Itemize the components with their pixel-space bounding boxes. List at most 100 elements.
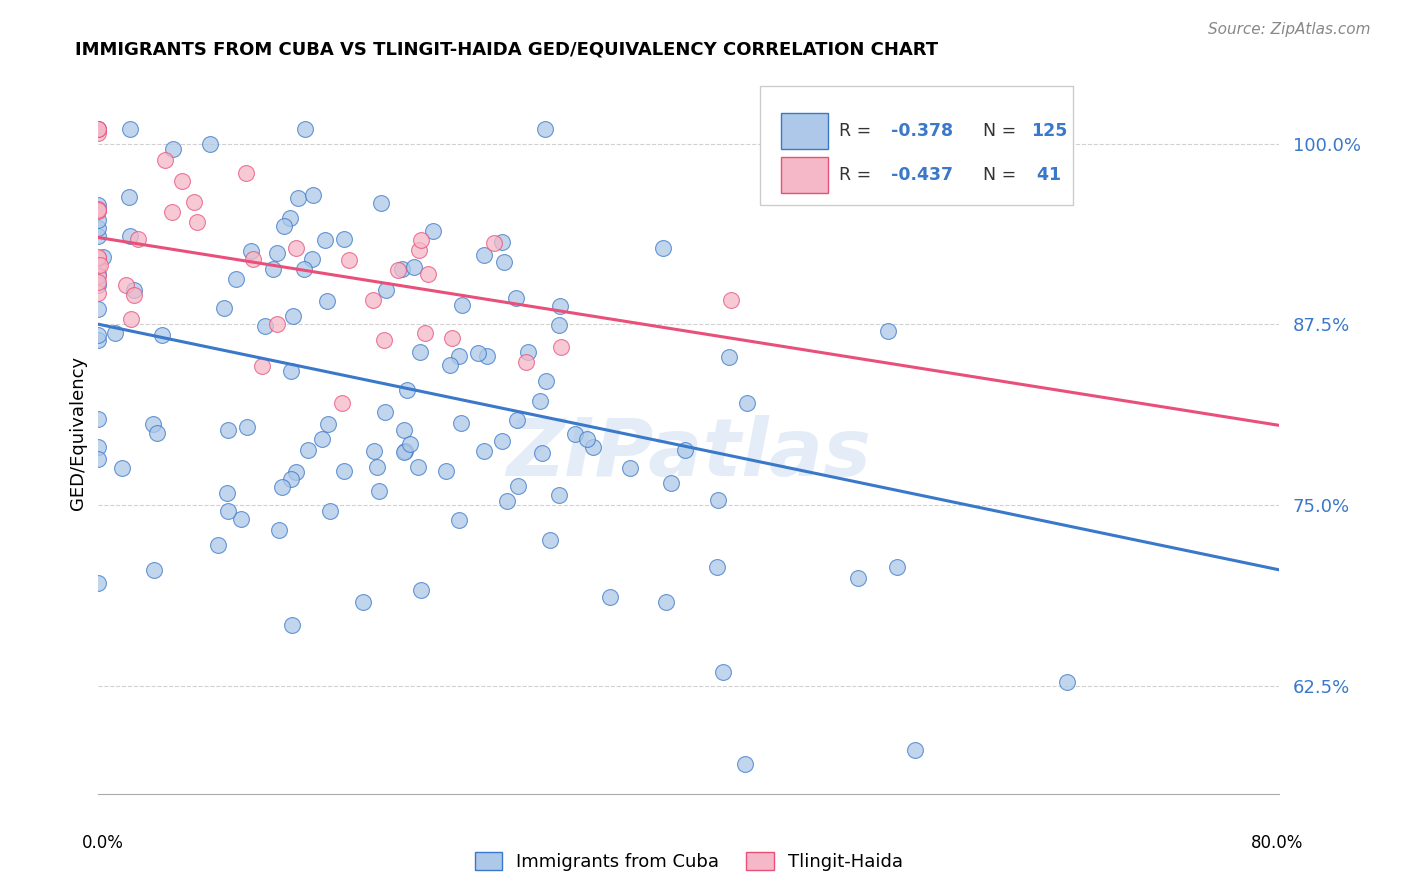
Point <box>538 533 561 547</box>
Point <box>186 215 208 229</box>
Point <box>87 258 110 272</box>
Point <box>491 434 513 448</box>
Point <box>441 331 464 345</box>
Point <box>127 232 149 246</box>
Point <box>717 350 740 364</box>
Point <box>531 445 554 459</box>
Point <box>402 260 425 274</box>
Point <box>198 136 221 151</box>
Point <box>439 359 461 373</box>
Point <box>373 333 395 347</box>
Point <box>467 346 489 360</box>
Point <box>212 301 235 315</box>
Point <box>720 293 742 307</box>
Text: Source: ZipAtlas.com: Source: ZipAtlas.com <box>1208 22 1371 37</box>
Point <box>408 244 430 258</box>
Point <box>550 299 572 313</box>
Point <box>240 244 263 258</box>
Point <box>416 267 439 281</box>
Point <box>494 255 516 269</box>
Point <box>280 472 302 486</box>
Point <box>529 394 551 409</box>
Point <box>366 460 388 475</box>
Point <box>252 359 274 373</box>
FancyBboxPatch shape <box>782 157 828 193</box>
Point <box>280 364 302 378</box>
Point <box>547 318 569 332</box>
Point <box>375 283 398 297</box>
Point <box>87 327 110 342</box>
Point <box>217 423 239 437</box>
Point <box>301 252 323 266</box>
Point <box>550 340 572 354</box>
Point <box>472 443 495 458</box>
Point <box>87 126 110 140</box>
Text: N =: N = <box>983 122 1022 140</box>
Point <box>87 250 110 264</box>
Point <box>87 122 110 136</box>
Point <box>392 445 415 459</box>
Point <box>450 416 472 430</box>
Point <box>496 494 519 508</box>
Point <box>582 441 605 455</box>
Text: 41: 41 <box>1032 166 1062 184</box>
Point <box>655 595 678 609</box>
Point <box>846 571 869 585</box>
Point <box>367 483 389 498</box>
Point <box>280 211 302 226</box>
Point <box>87 198 110 212</box>
Point <box>422 224 444 238</box>
Point <box>150 328 173 343</box>
Point <box>392 424 415 438</box>
Point <box>87 451 110 466</box>
Point <box>413 326 436 340</box>
Point <box>659 475 682 490</box>
Point <box>547 488 569 502</box>
Point <box>217 504 239 518</box>
Point <box>707 493 730 508</box>
Point <box>87 285 110 300</box>
Point <box>409 583 432 598</box>
Point <box>235 420 257 434</box>
Point <box>484 235 506 250</box>
FancyBboxPatch shape <box>759 86 1073 205</box>
Point <box>270 480 292 494</box>
Point <box>506 413 529 427</box>
Text: 0.0%: 0.0% <box>82 834 124 852</box>
Point <box>91 250 114 264</box>
Point <box>447 513 470 527</box>
Text: R =: R = <box>839 122 877 140</box>
Point <box>266 317 288 331</box>
Point <box>87 301 110 316</box>
Point <box>337 252 360 267</box>
Point <box>361 293 384 307</box>
Point <box>143 563 166 577</box>
Point <box>87 267 110 281</box>
Point <box>302 187 325 202</box>
Point <box>254 319 277 334</box>
Point <box>374 405 396 419</box>
Point <box>162 205 184 219</box>
Text: -0.437: -0.437 <box>891 166 953 184</box>
Point <box>447 349 470 363</box>
Point <box>711 665 734 680</box>
Point <box>408 344 430 359</box>
Point <box>1056 675 1078 690</box>
Point <box>87 122 110 136</box>
Point <box>87 202 110 217</box>
Point <box>292 262 315 277</box>
Point <box>87 212 110 227</box>
Point <box>142 417 165 431</box>
Point <box>242 252 264 267</box>
Text: -0.378: -0.378 <box>891 122 953 140</box>
Point <box>104 326 127 340</box>
Point <box>315 294 337 309</box>
Point <box>396 384 419 398</box>
Point <box>87 220 110 235</box>
Point <box>89 258 111 272</box>
Point <box>87 275 110 289</box>
Point <box>734 756 756 771</box>
Text: N =: N = <box>983 166 1022 184</box>
Point <box>118 190 141 204</box>
Point <box>170 174 193 188</box>
